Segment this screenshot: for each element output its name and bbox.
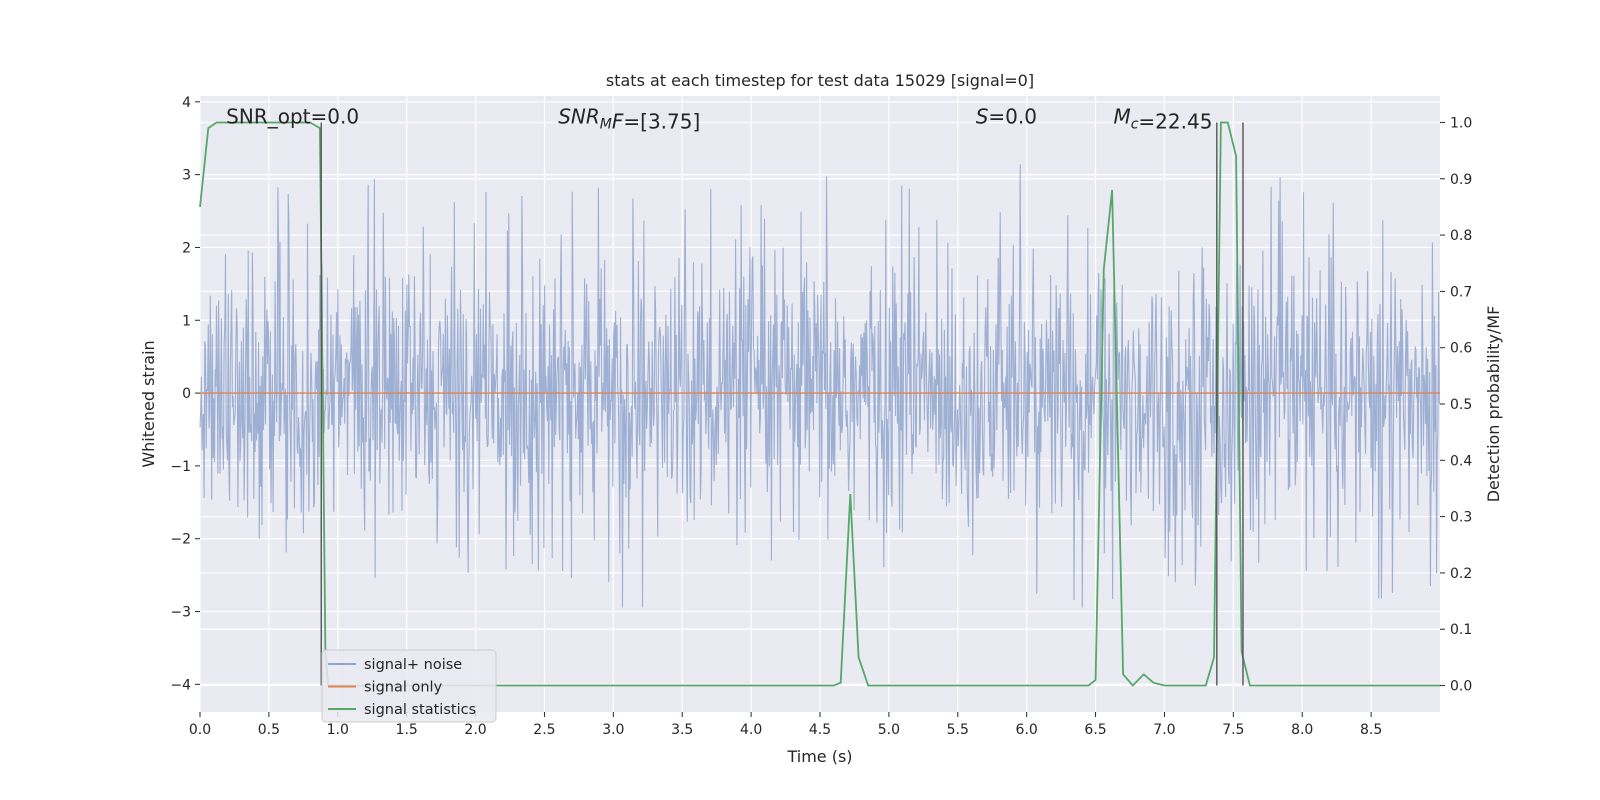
y-left-tick-label: 4	[182, 95, 191, 111]
y-right-tick-label: 0.8	[1450, 228, 1472, 244]
y-left-tick-label: 2	[182, 240, 191, 256]
x-tick-label: 3.0	[602, 722, 624, 738]
y-right-tick-label: 0.6	[1450, 341, 1472, 357]
x-axis-label: Time (s)	[786, 747, 852, 766]
y-left-tick-label: 3	[182, 168, 191, 184]
annotation-chirp-mass: Mc=22.45	[1113, 104, 1212, 133]
legend-label-signal-noise: signal+ noise	[364, 657, 462, 673]
legend-label-signal-statistics: signal statistics	[364, 702, 476, 718]
annotation-snr-mf: SNRMF=[3.75]	[558, 104, 700, 133]
y-right-tick-label: 0.0	[1450, 679, 1472, 695]
y-right-tick-label: 0.4	[1450, 453, 1472, 469]
tick-labels: 0.0 0.5 1.0 1.5 2.0 2.5 3.0 3.5 4.0 4.5 5.0 5.5 6.0 6…	[170, 95, 1472, 738]
x-tick-label: 6.0	[1016, 722, 1038, 738]
legend: signal+ noise signal only signal statistic…	[321, 649, 497, 723]
series-signal-statistics	[199, 121, 1440, 687]
y-left-tick-label: −2	[170, 532, 191, 548]
x-tick-label: 1.0	[327, 722, 349, 738]
y-right-tick-label: 0.3	[1450, 510, 1472, 526]
annotations: SNR_opt=0.0 SNRMF=[3.75] S=0.0 Mc=22.45	[226, 104, 1212, 133]
x-tick-label: 6.5	[1084, 722, 1106, 738]
annotation-snr-opt: SNR_opt=0.0	[226, 104, 359, 128]
x-tick-label: 8.0	[1291, 722, 1313, 738]
y-right-tick-label: 0.5	[1450, 397, 1472, 413]
chart-title: stats at each timestep for test data 150…	[606, 71, 1034, 90]
x-tick-label: 4.0	[740, 722, 762, 738]
y-left-tick-label: 0	[182, 386, 191, 402]
x-tick-label: 4.5	[809, 722, 831, 738]
data-layer	[199, 121, 1441, 687]
y-right-tick-label: 0.7	[1450, 284, 1472, 300]
y-right-tick-label: 0.9	[1450, 172, 1472, 188]
y-axis-right-label: Detection probability/MF	[1484, 306, 1503, 503]
y-right-tick-label: 1.0	[1450, 115, 1472, 131]
series-signal-noise	[199, 164, 1441, 608]
y-left-tick-label: −3	[170, 605, 191, 621]
x-tick-label: 7.5	[1222, 722, 1244, 738]
y-right-tick-label: 0.1	[1450, 622, 1472, 638]
y-axis-left-label: Whitened strain	[139, 340, 158, 467]
x-tick-label: 1.5	[396, 722, 418, 738]
x-tick-label: 0.5	[258, 722, 280, 738]
annotation-s-stat: S=0.0	[976, 104, 1037, 128]
y-left-tick-label: −1	[170, 459, 191, 475]
y-right-tick-label: 0.2	[1450, 566, 1472, 582]
vertical-markers	[320, 122, 1244, 686]
y-left-tick-label: 1	[182, 313, 191, 329]
x-tick-label: 2.0	[464, 722, 486, 738]
x-tick-label: 2.5	[533, 722, 555, 738]
x-tick-label: 3.5	[671, 722, 693, 738]
x-tick-label: 5.5	[947, 722, 969, 738]
legend-label-signal-only: signal only	[364, 680, 443, 696]
x-tick-label: 0.0	[189, 722, 211, 738]
x-tick-label: 5.0	[878, 722, 900, 738]
legend-box	[321, 649, 497, 723]
y-left-tick-label: −4	[170, 677, 191, 693]
x-tick-label: 7.0	[1153, 722, 1175, 738]
x-tick-label: 8.5	[1360, 722, 1382, 738]
